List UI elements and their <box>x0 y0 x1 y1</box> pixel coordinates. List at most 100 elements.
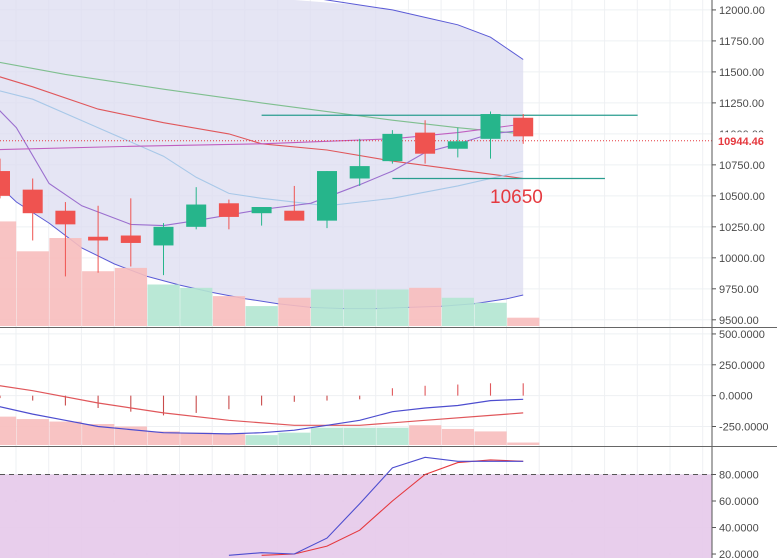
macd-histogram-bar <box>49 421 82 445</box>
candle-body[interactable] <box>22 189 43 214</box>
candle-body[interactable] <box>349 166 370 179</box>
candle-body[interactable] <box>513 117 534 137</box>
candle[interactable] <box>480 111 501 159</box>
macd-signal-line <box>0 398 524 435</box>
price-tick-label: 10250.00 <box>719 222 765 234</box>
candles-layer[interactable] <box>0 111 534 277</box>
candle[interactable] <box>22 178 43 241</box>
volume-bar <box>245 306 278 326</box>
candle[interactable] <box>382 130 403 164</box>
volume-bar <box>16 251 49 326</box>
current-price-marker: 10944.46 <box>712 132 777 150</box>
macd-histogram-bar <box>82 424 115 445</box>
macd-histogram-bar <box>16 419 49 445</box>
macd-layer <box>0 383 540 445</box>
candle-body[interactable] <box>218 203 239 217</box>
macd-tick-label: 500.0000 <box>719 329 765 341</box>
candle[interactable] <box>153 223 174 276</box>
volume-bar <box>343 289 376 326</box>
macd-histogram-bar <box>147 431 180 445</box>
macd-histogram-bar <box>0 416 17 445</box>
annotation-10650: 10650 <box>490 187 543 208</box>
stochastic-layer <box>0 456 712 558</box>
macd-histogram-bar <box>114 426 147 445</box>
volume-bar <box>507 317 540 326</box>
candle-body[interactable] <box>120 235 141 243</box>
horizontal-lines-layer[interactable] <box>0 114 712 180</box>
volume-bar <box>180 287 213 326</box>
candle[interactable] <box>447 127 468 158</box>
macd-histogram-bar <box>507 442 540 445</box>
volume-bar <box>0 221 17 326</box>
macd-histogram-bar <box>376 427 409 445</box>
price-tick-label: 11750.00 <box>719 36 764 48</box>
macd-histogram-bar <box>343 427 376 445</box>
candle[interactable] <box>251 207 272 226</box>
candle-body[interactable] <box>88 236 109 241</box>
price-tick-label: 9500.00 <box>719 315 759 327</box>
candle[interactable] <box>513 114 534 144</box>
price-tick-label: 10750.00 <box>719 160 765 172</box>
candle[interactable] <box>284 185 305 221</box>
volume-bar <box>147 284 180 326</box>
candle-body[interactable] <box>480 114 501 139</box>
candle-body[interactable] <box>251 207 272 214</box>
candle[interactable] <box>317 171 337 229</box>
candle[interactable] <box>88 205 109 273</box>
volume-bar <box>409 287 442 326</box>
macd-histogram-bar <box>409 425 442 445</box>
moving-average-layer <box>0 61 524 227</box>
macd-histogram-bar <box>212 433 246 445</box>
price-tick-label: 11500.00 <box>719 67 764 79</box>
volume-bar <box>278 297 311 326</box>
candle-body[interactable] <box>0 171 10 196</box>
moving-average-line <box>0 76 524 180</box>
macd-histogram-bar <box>245 435 278 445</box>
macd-scale[interactable]: 500.0000 250.0000 0.0000 -250.0000 <box>712 329 769 434</box>
candle-body[interactable] <box>55 210 76 225</box>
candle-body[interactable] <box>382 133 403 162</box>
volume-bar <box>376 289 409 326</box>
moving-average-line <box>0 123 524 151</box>
current-price-label: 10944.46 <box>718 136 764 148</box>
macd-histogram-bar <box>180 432 213 445</box>
price-scale[interactable]: 12000.0011750.0011500.0011250.0011000.00… <box>712 5 765 327</box>
bollinger-upper-line <box>323 0 524 60</box>
stochastic-tick-label: 20.0000 <box>719 549 759 558</box>
candle[interactable] <box>120 198 141 267</box>
macd-tick-label: -250.0000 <box>719 421 769 433</box>
stochastic-scale[interactable]: 80.0000 60.0000 40.0000 20.0000 <box>712 470 759 558</box>
price-tick-label: 11250.00 <box>719 98 764 110</box>
price-tick-label: 12000.00 <box>719 5 765 17</box>
price-tick-label: 9750.00 <box>719 284 759 296</box>
volume-bar <box>474 302 507 326</box>
volume-bar <box>311 289 344 326</box>
candle[interactable] <box>186 187 207 230</box>
volume-bar <box>82 271 115 326</box>
macd-line <box>0 385 524 426</box>
moving-average-line <box>0 61 524 135</box>
candle[interactable] <box>415 120 436 164</box>
candle-body[interactable] <box>284 210 305 221</box>
candle-body[interactable] <box>186 204 207 227</box>
macd-histogram-bar <box>474 431 507 445</box>
candle-body[interactable] <box>153 226 174 246</box>
macd-tick-label: 0.0000 <box>719 391 753 403</box>
candle[interactable] <box>0 158 10 199</box>
candle[interactable] <box>218 199 239 230</box>
volume-bar <box>114 267 147 326</box>
candle-body[interactable] <box>447 141 468 149</box>
moving-average-line <box>0 90 524 207</box>
macd-tick-label: 250.0000 <box>719 360 765 372</box>
stochastic-tick-label: 60.0000 <box>719 496 759 508</box>
candle[interactable] <box>349 138 370 186</box>
candle-body[interactable] <box>415 132 436 154</box>
price-tick-label: 10500.00 <box>719 191 765 203</box>
overbought-zone <box>0 474 712 558</box>
candle[interactable] <box>55 202 76 277</box>
macd-histogram-bar <box>441 428 474 445</box>
candle-body[interactable] <box>317 171 337 221</box>
volume-bar <box>212 296 246 326</box>
